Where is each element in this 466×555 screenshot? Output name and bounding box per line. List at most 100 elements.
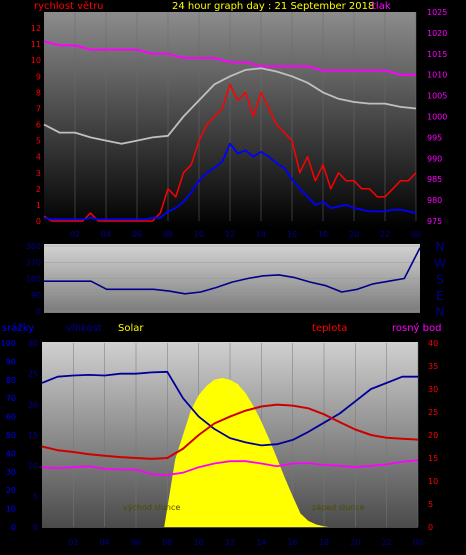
direction-tick: 270: [26, 258, 41, 267]
hour-tick: 08: [163, 230, 173, 239]
hour-tick: 20: [349, 230, 359, 239]
temperature-tick: 25: [428, 408, 438, 417]
wind-tick: 7: [36, 104, 41, 113]
hour-tick: 00: [413, 538, 423, 547]
pressure-tick: 1020: [427, 29, 447, 38]
hour-tick: 02: [68, 538, 78, 547]
hour-tick: 16: [287, 230, 297, 239]
rain-tick: 60: [6, 413, 16, 422]
compass-label: S: [436, 273, 444, 287]
dew-point-line: [41, 459, 419, 476]
hour-tick: 16: [288, 538, 298, 547]
wind-max-line: [43, 67, 417, 145]
wind-avg-line: [43, 142, 417, 221]
sunset-label: západ slunce: [312, 503, 365, 512]
pressure-tick: 1010: [427, 71, 447, 80]
wind-direction-line: [44, 247, 421, 295]
pressure-tick: 995: [427, 133, 442, 142]
hour-tick: 06: [131, 538, 141, 547]
humidity-tick: 25: [28, 370, 38, 379]
wind-tick: 2: [36, 185, 41, 194]
wind-tick: 8: [36, 88, 41, 97]
wind-tick: 1: [36, 201, 41, 210]
hour-tick: 14: [256, 538, 266, 547]
rain-tick: 40: [6, 449, 16, 458]
wind-tick: 4: [36, 153, 41, 162]
temperature-tick: 30: [428, 385, 438, 394]
humidity-axis-label: vlhkost: [66, 323, 102, 334]
wind-tick: 0: [36, 217, 41, 226]
hour-tick: 10: [194, 538, 204, 547]
direction-tick: 0: [36, 307, 41, 316]
hour-tick: 18: [319, 538, 329, 547]
humidity-tick: 0: [33, 523, 38, 532]
sunrise-label: východ slunce: [123, 503, 180, 512]
compass-label: E: [436, 289, 444, 303]
temperature-line: [41, 403, 419, 460]
temperature-tick: 0: [428, 523, 433, 532]
wind-tick: 11: [31, 40, 41, 49]
direction-tick: 180: [26, 275, 41, 284]
humidity-tick: 20: [28, 400, 38, 409]
hour-tick: 14: [256, 230, 266, 239]
pressure-line: [43, 40, 416, 76]
pressure-axis-label: tlak: [372, 1, 391, 12]
wind-tick: 9: [36, 72, 41, 81]
humidity-tick: 15: [28, 431, 38, 440]
humidity-line: [41, 370, 418, 447]
rain-tick: 20: [6, 486, 16, 495]
rain-tick: 10: [6, 505, 16, 514]
hour-tick: 20: [350, 538, 360, 547]
direction-tick: 90: [31, 291, 41, 300]
compass-label: N: [436, 240, 445, 254]
wind-gust-line: [43, 83, 417, 222]
hour-tick: 12: [225, 538, 235, 547]
pressure-tick: 980: [427, 196, 442, 205]
rain-tick: 70: [6, 394, 16, 403]
hour-tick: 10: [194, 230, 204, 239]
dew-point-axis-label: rosný bod: [392, 322, 441, 334]
humidity-tick: 5: [33, 492, 38, 501]
rain-tick: 90: [6, 357, 16, 366]
temperature-axis-label: teplota: [312, 323, 347, 334]
wind-tick: 3: [36, 169, 41, 178]
pressure-tick: 1025: [427, 8, 447, 17]
hour-tick: 02: [70, 230, 80, 239]
temperature-tick: 10: [428, 477, 438, 486]
hour-tick: 12: [225, 230, 235, 239]
temperature-tick: 20: [428, 431, 438, 440]
rain-tick: 0: [11, 523, 16, 532]
temperature-panel: 0 10 20 30 40 50 60 70 80 90 100 0 5 10 15 20 25 30 0 5 10…: [1, 322, 442, 547]
pressure-tick: 985: [427, 175, 442, 184]
rain-tick: 100: [1, 339, 16, 348]
hour-tick: 08: [162, 538, 172, 547]
temperature-tick: 40: [428, 339, 438, 348]
hour-tick: 22: [382, 538, 392, 547]
hour-tick: 04: [101, 230, 111, 239]
wind-tick: 12: [31, 24, 41, 33]
wind-tick: 10: [31, 56, 41, 65]
rain-tick: 80: [6, 376, 16, 385]
solar-area: [164, 378, 329, 527]
wind-tick: 5: [36, 137, 41, 146]
hour-tick: 22: [380, 230, 390, 239]
hour-tick: 18: [318, 230, 328, 239]
rain-axis-label: srážky: [2, 322, 34, 334]
chart-title: 24 hour graph day : 21 September 2018: [172, 1, 374, 12]
pressure-tick: 1005: [427, 92, 447, 101]
pressure-tick: 975: [427, 217, 442, 226]
direction-tick: 360: [26, 242, 41, 251]
pressure-tick: 1000: [427, 113, 447, 122]
humidity-tick: 30: [28, 339, 38, 348]
pressure-tick: 1015: [427, 50, 447, 59]
solar-label: Solar: [118, 323, 144, 334]
wind-tick: 6: [36, 121, 41, 130]
humidity-tick: 10: [28, 462, 38, 471]
hour-tick: 04: [100, 538, 110, 547]
temperature-tick: 35: [428, 362, 438, 371]
compass-label: N: [436, 305, 445, 319]
